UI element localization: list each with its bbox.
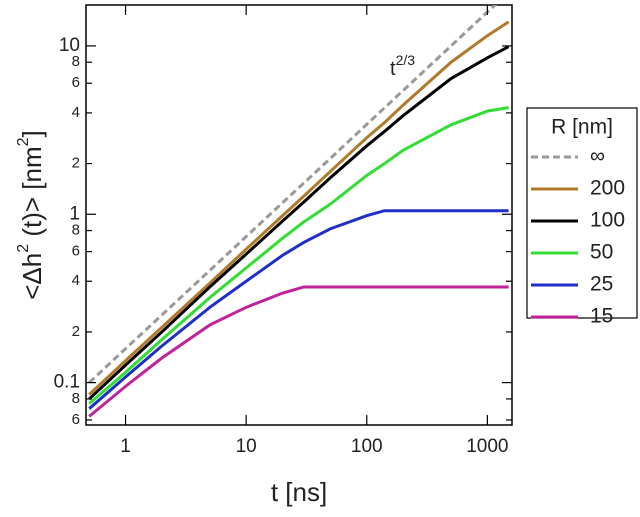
y-tick-label: 1: [69, 203, 80, 224]
annotation: t2/3: [390, 52, 415, 81]
series-line: [88, 209, 509, 410]
x-tick-label: 1000: [466, 436, 508, 457]
plot-frame: [85, 4, 513, 426]
legend-title: R [nm]: [551, 116, 613, 139]
y-label-part: 2: [15, 137, 32, 146]
y-tick-label: 0.1: [54, 372, 80, 393]
y-tick-label: 4: [72, 104, 80, 121]
y-tick-label: 2: [72, 155, 80, 172]
legend-label: 25: [590, 273, 613, 296]
y-tick-label: 8: [72, 390, 80, 407]
legend-label: 15: [590, 305, 613, 328]
series-line: [88, 20, 510, 396]
series-line: [88, 106, 509, 405]
y-tick-label: 8: [72, 222, 80, 239]
y-tick-label: 6: [72, 74, 80, 91]
legend-box: [526, 107, 638, 319]
legend-label: ∞: [590, 145, 605, 168]
annotation-sup: 2/3: [396, 52, 416, 68]
x-tick-label: 1: [120, 436, 131, 457]
y-tick-label: 2: [72, 323, 80, 340]
legend-label: 100: [590, 209, 625, 232]
legend-label: 200: [590, 177, 625, 200]
series-line: [88, 45, 510, 401]
y-tick-label: 4: [72, 272, 80, 289]
y-axis-label: <Δh2 (t)> [nm2]: [15, 130, 47, 300]
y-tick-label: 8: [72, 53, 80, 70]
y-tick-label: 6: [72, 243, 80, 260]
series-line: [88, 285, 509, 418]
legend-label: 50: [590, 241, 613, 264]
y-label-part: 2: [15, 244, 32, 253]
annotation-base: t: [390, 58, 396, 80]
y-tick-label: 10: [59, 35, 80, 56]
y-label-part: (t)> [nm: [17, 146, 47, 244]
x-tick-label: 100: [351, 436, 383, 457]
series-line: [88, 5, 498, 384]
x-tick-label: 10: [236, 436, 257, 457]
lines: [88, 5, 510, 418]
x-axis-label: t [ns]: [271, 477, 327, 507]
y-label-part: <Δh: [17, 253, 47, 300]
y-tick-label: 6: [72, 411, 80, 428]
y-label-part: ]: [17, 130, 47, 137]
